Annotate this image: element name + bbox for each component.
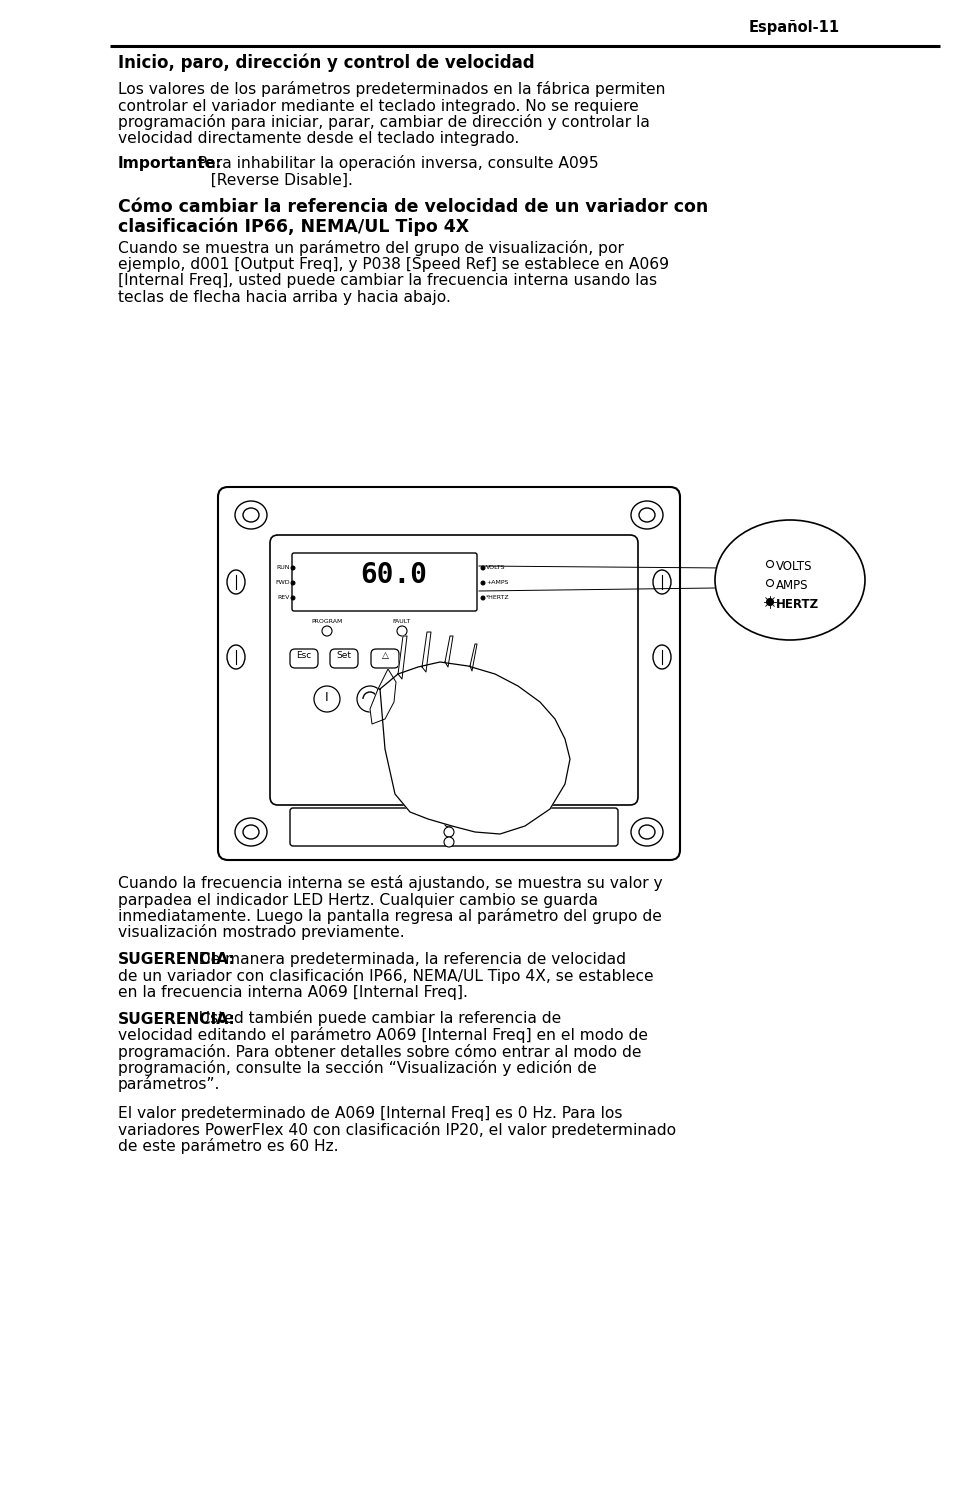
Text: *HERTZ: *HERTZ <box>485 595 509 599</box>
Text: 60.0: 60.0 <box>360 561 427 589</box>
Text: Usted también puede cambiar la referencia de: Usted también puede cambiar la referenci… <box>190 1011 561 1026</box>
Polygon shape <box>444 636 453 668</box>
Text: I: I <box>325 691 329 703</box>
Text: parámetros”.: parámetros”. <box>118 1077 220 1093</box>
Text: Para inhabilitar la operación inversa, consulte A095: Para inhabilitar la operación inversa, c… <box>193 155 598 171</box>
Polygon shape <box>421 632 431 672</box>
Text: Cómo cambiar la referencia de velocidad de un variador con: Cómo cambiar la referencia de velocidad … <box>118 198 707 217</box>
Text: Set: Set <box>336 651 351 660</box>
Text: SUGERENCIA:: SUGERENCIA: <box>118 1011 235 1026</box>
Ellipse shape <box>234 501 267 529</box>
Circle shape <box>443 816 454 827</box>
Circle shape <box>291 581 294 584</box>
Text: Los valores de los parámetros predeterminados en la fábrica permiten: Los valores de los parámetros predetermi… <box>118 80 665 97</box>
Text: Inicio, paro, dirección y control de velocidad: Inicio, paro, dirección y control de vel… <box>118 54 534 71</box>
FancyBboxPatch shape <box>270 535 638 804</box>
Ellipse shape <box>227 570 245 593</box>
Circle shape <box>405 683 438 717</box>
Circle shape <box>314 686 339 712</box>
Polygon shape <box>397 636 407 680</box>
Text: de un variador con clasificación IP66, NEMA/UL Tipo 4X, se establece: de un variador con clasificación IP66, N… <box>118 968 653 983</box>
Circle shape <box>356 686 382 712</box>
Text: controlar el variador mediante el teclado integrado. No se requiere: controlar el variador mediante el teclad… <box>118 98 639 113</box>
Circle shape <box>443 807 454 816</box>
Text: Cuando la frecuencia interna se está ajustando, se muestra su valor y: Cuando la frecuencia interna se está aju… <box>118 874 662 891</box>
Text: ejemplo, d001 [Output Freq], y P038 [Speed Ref] se establece en A069: ejemplo, d001 [Output Freq], y P038 [Spe… <box>118 257 668 272</box>
Polygon shape <box>370 669 395 724</box>
Ellipse shape <box>639 509 655 522</box>
Circle shape <box>416 694 427 703</box>
Text: variadores PowerFlex 40 con clasificación IP20, el valor predeterminado: variadores PowerFlex 40 con clasificació… <box>118 1121 676 1138</box>
Circle shape <box>480 581 484 584</box>
Text: SUGERENCIA:: SUGERENCIA: <box>118 952 235 967</box>
Text: de este parámetro es 60 Hz.: de este parámetro es 60 Hz. <box>118 1138 338 1154</box>
FancyBboxPatch shape <box>218 488 679 859</box>
FancyBboxPatch shape <box>330 648 357 668</box>
Text: clasificación IP66, NEMA/UL Tipo 4X: clasificación IP66, NEMA/UL Tipo 4X <box>118 219 469 236</box>
Circle shape <box>765 598 773 605</box>
Ellipse shape <box>227 645 245 669</box>
Circle shape <box>443 837 454 848</box>
Text: Esc: Esc <box>296 651 312 660</box>
Ellipse shape <box>652 570 670 593</box>
Polygon shape <box>470 644 476 671</box>
Text: inmediatamente. Luego la pantalla regresa al parámetro del grupo de: inmediatamente. Luego la pantalla regres… <box>118 909 661 923</box>
Text: PROGRAM: PROGRAM <box>311 619 342 625</box>
FancyBboxPatch shape <box>371 648 398 668</box>
Text: FWD: FWD <box>275 580 290 584</box>
Circle shape <box>322 626 332 636</box>
Text: +AMPS: +AMPS <box>485 580 508 584</box>
Text: HERTZ: HERTZ <box>775 598 819 611</box>
Circle shape <box>480 596 484 599</box>
Ellipse shape <box>639 825 655 839</box>
Text: VOLTS: VOLTS <box>775 561 812 572</box>
Ellipse shape <box>630 501 662 529</box>
Ellipse shape <box>243 509 258 522</box>
Circle shape <box>291 567 294 570</box>
Text: RUN: RUN <box>276 565 290 570</box>
Ellipse shape <box>243 825 258 839</box>
Text: velocidad editando el parámetro A069 [Internal Freq] en el modo de: velocidad editando el parámetro A069 [In… <box>118 1028 647 1042</box>
Circle shape <box>765 580 773 586</box>
Circle shape <box>443 827 454 837</box>
Text: Importante:: Importante: <box>118 156 222 171</box>
Text: parpadea el indicador LED Hertz. Cualquier cambio se guarda: parpadea el indicador LED Hertz. Cualqui… <box>118 892 598 907</box>
Text: De manera predeterminada, la referencia de velocidad: De manera predeterminada, la referencia … <box>190 952 626 967</box>
Text: programación para iniciar, parar, cambiar de dirección y controlar la: programación para iniciar, parar, cambia… <box>118 114 649 129</box>
FancyBboxPatch shape <box>290 807 618 846</box>
Text: programación, consulte la sección “Visualización y edición de: programación, consulte la sección “Visua… <box>118 1060 597 1077</box>
FancyBboxPatch shape <box>292 553 476 611</box>
Text: [Reverse Disable].: [Reverse Disable]. <box>118 172 353 187</box>
FancyBboxPatch shape <box>290 648 317 668</box>
Ellipse shape <box>652 645 670 669</box>
Circle shape <box>765 561 773 568</box>
Text: programación. Para obtener detalles sobre cómo entrar al modo de: programación. Para obtener detalles sobr… <box>118 1044 640 1060</box>
Ellipse shape <box>234 818 267 846</box>
Text: velocidad directamente desde el teclado integrado.: velocidad directamente desde el teclado … <box>118 131 518 147</box>
Text: REV: REV <box>277 595 290 599</box>
Text: Cuando se muestra un parámetro del grupo de visualización, por: Cuando se muestra un parámetro del grupo… <box>118 239 623 256</box>
Text: [Internal Freq], usted puede cambiar la frecuencia interna usando las: [Internal Freq], usted puede cambiar la … <box>118 274 657 288</box>
Text: AMPS: AMPS <box>775 578 807 592</box>
Circle shape <box>396 626 407 636</box>
Ellipse shape <box>714 520 864 639</box>
Text: VOLTS: VOLTS <box>485 565 505 570</box>
Text: teclas de flecha hacia arriba y hacia abajo.: teclas de flecha hacia arriba y hacia ab… <box>118 290 451 305</box>
Text: en la frecuencia interna A069 [Internal Freq].: en la frecuencia interna A069 [Internal … <box>118 984 467 999</box>
Circle shape <box>291 596 294 599</box>
Text: FAULT: FAULT <box>393 619 411 625</box>
Text: △: △ <box>381 651 388 660</box>
Polygon shape <box>379 662 569 834</box>
Text: El valor predeterminado de A069 [Internal Freq] es 0 Hz. Para los: El valor predeterminado de A069 [Interna… <box>118 1106 622 1121</box>
Circle shape <box>480 567 484 570</box>
Ellipse shape <box>630 818 662 846</box>
Text: visualización mostrado previamente.: visualización mostrado previamente. <box>118 925 404 940</box>
Text: Español-11: Español-11 <box>748 19 840 36</box>
